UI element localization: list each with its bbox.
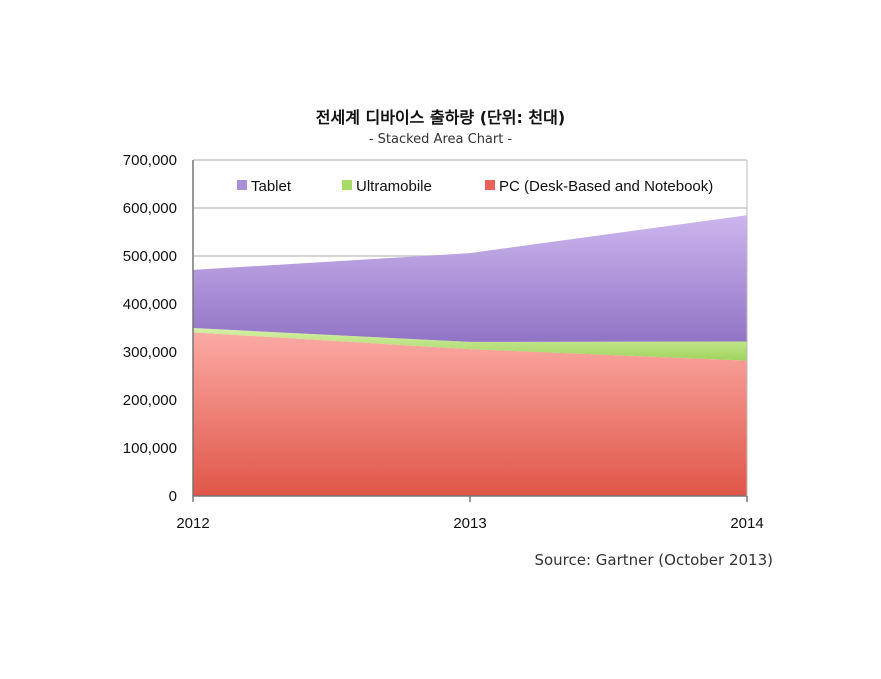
legend-swatch [485,180,495,190]
y-tick-label: 300,000 [123,344,177,361]
y-tick-label: 500,000 [123,248,177,265]
chart-subtitle: - Stacked Area Chart - [368,132,513,147]
y-tick-label: 100,000 [123,440,177,457]
area-pc [193,332,747,496]
y-tick-label: 200,000 [123,392,177,409]
legend-swatch [237,180,247,190]
legend-tablet: Tablet [237,178,292,195]
y-tick-label: 700,000 [123,152,177,169]
legend-swatch [342,180,352,190]
y-tick-label: 400,000 [123,296,177,313]
legend-pc: PC (Desk-Based and Notebook) [485,178,713,195]
y-tick-label: 600,000 [123,200,177,217]
area-ultramobile [193,328,747,361]
legend-ultramobile: Ultramobile [342,178,432,195]
legend-label: Tablet [251,178,292,195]
chart-title: 전세계 디바이스 출하량 (단위: 천대) [315,108,566,127]
legend-label: Ultramobile [356,178,432,195]
source-note: Source: Gartner (October 2013) [534,551,773,569]
area-tablet [193,215,747,342]
x-tick-label: 2014 [730,515,763,532]
x-tick-label: 2012 [176,515,209,532]
legend-label: PC (Desk-Based and Notebook) [499,178,713,195]
y-tick-label: 0 [169,488,177,505]
x-tick-label: 2013 [453,515,486,532]
